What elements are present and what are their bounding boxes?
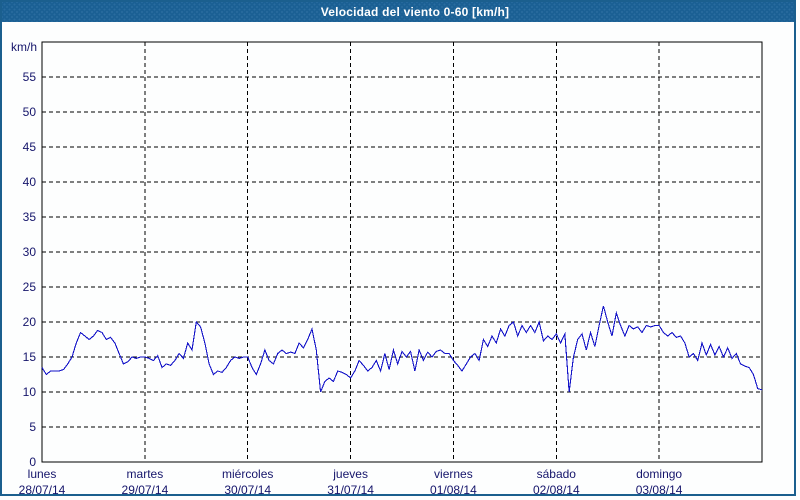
svg-text:miércoles: miércoles	[222, 467, 273, 481]
svg-text:30: 30	[23, 245, 37, 259]
svg-text:lunes: lunes	[28, 467, 57, 481]
svg-text:03/08/14: 03/08/14	[636, 483, 683, 496]
svg-text:20: 20	[23, 315, 37, 329]
svg-text:02/08/14: 02/08/14	[533, 483, 580, 496]
svg-text:25: 25	[23, 280, 37, 294]
svg-text:jueves: jueves	[332, 467, 368, 481]
svg-text:40: 40	[23, 175, 37, 189]
svg-text:sábado: sábado	[537, 467, 577, 481]
svg-text:50: 50	[23, 105, 37, 119]
svg-text:35: 35	[23, 210, 37, 224]
svg-text:15: 15	[23, 350, 37, 364]
svg-text:30/07/14: 30/07/14	[224, 483, 271, 496]
svg-text:viernes: viernes	[434, 467, 473, 481]
svg-text:28/07/14: 28/07/14	[19, 483, 66, 496]
svg-text:29/07/14: 29/07/14	[122, 483, 169, 496]
svg-text:55: 55	[23, 70, 37, 84]
svg-text:01/08/14: 01/08/14	[430, 483, 477, 496]
svg-text:km/h: km/h	[11, 40, 37, 54]
svg-text:45: 45	[23, 140, 37, 154]
svg-text:5: 5	[29, 420, 36, 434]
svg-text:10: 10	[23, 385, 37, 399]
svg-text:domingo: domingo	[636, 467, 682, 481]
svg-text:martes: martes	[127, 467, 164, 481]
svg-text:31/07/14: 31/07/14	[327, 483, 374, 496]
